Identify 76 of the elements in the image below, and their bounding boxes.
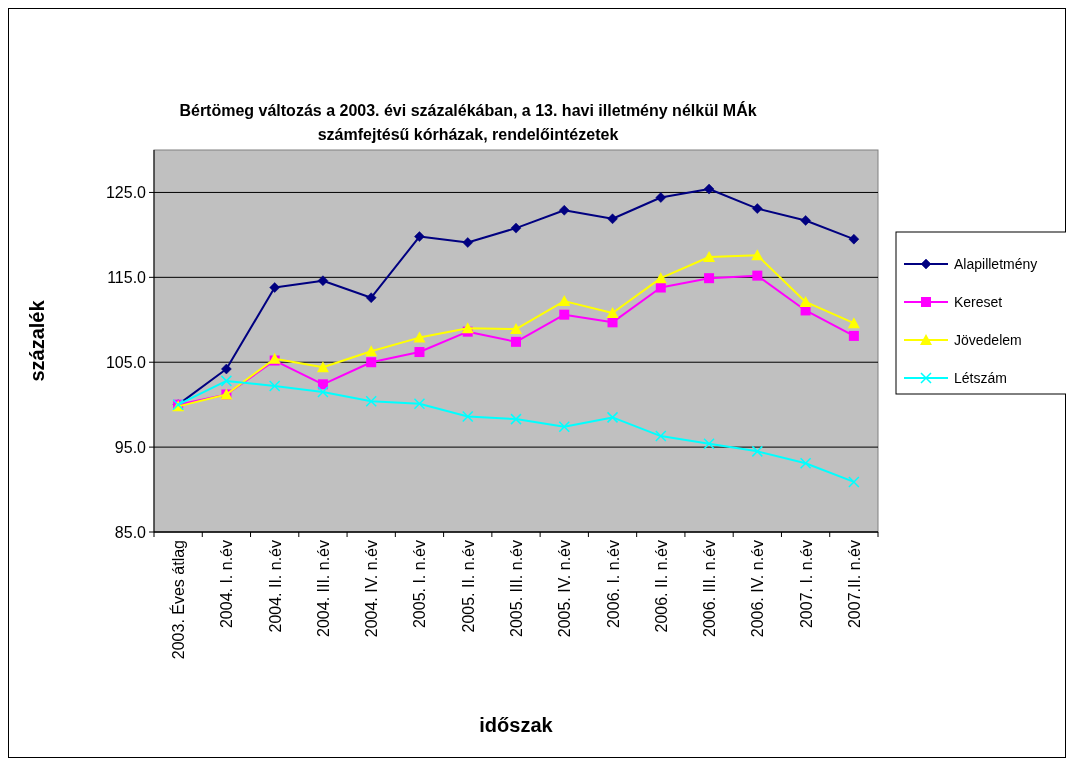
point xyxy=(221,363,232,375)
legend-label: Létszám xyxy=(954,369,1007,386)
point xyxy=(751,249,764,261)
point xyxy=(654,272,667,284)
point xyxy=(413,331,426,343)
x-axis-title: időszak xyxy=(479,714,554,736)
point xyxy=(559,309,570,320)
point xyxy=(462,237,473,248)
point xyxy=(607,213,618,225)
point xyxy=(655,192,667,203)
point xyxy=(655,282,666,293)
x-tick-label: 2007.II. n.év xyxy=(845,540,863,629)
legend-label: Kereset xyxy=(954,293,1003,310)
point xyxy=(317,386,329,398)
point xyxy=(848,233,860,245)
legend-label: Jövedelem xyxy=(954,331,1022,348)
x-tick-label: 2006. III. n.év xyxy=(701,540,719,637)
point xyxy=(848,330,859,341)
point xyxy=(365,292,377,303)
x-tick-label: 2004. II. n.év xyxy=(266,540,284,633)
point xyxy=(847,317,860,329)
y-axis-title: százalék xyxy=(26,299,48,382)
x-tick-label: 2005. III. n.év xyxy=(508,540,525,637)
x-tick-label: 2006. II. n.év xyxy=(652,540,670,633)
point xyxy=(510,413,522,425)
point xyxy=(606,411,619,424)
point xyxy=(704,273,715,284)
point xyxy=(268,380,281,392)
point xyxy=(365,345,378,357)
y-tick-label: 125.0 xyxy=(105,184,147,202)
x-tick-label: 2004. I. n.év xyxy=(218,540,236,629)
y-tick-label: 85.0 xyxy=(114,523,147,541)
x-tick-label: 2006. I. n.év xyxy=(604,540,622,629)
point xyxy=(703,437,715,450)
point xyxy=(510,222,522,234)
x-tick-label: 2005. I. n.év xyxy=(411,540,429,629)
point xyxy=(461,322,474,334)
point xyxy=(558,420,571,433)
point xyxy=(414,347,425,358)
point xyxy=(703,183,715,195)
y-tick-label: 115.0 xyxy=(107,268,147,286)
point xyxy=(848,476,860,488)
point xyxy=(365,395,377,408)
point xyxy=(703,250,716,262)
point xyxy=(752,203,763,214)
point xyxy=(510,323,522,335)
x-tick-label: 2003. Éves átlag xyxy=(169,540,188,660)
point xyxy=(220,375,233,387)
point xyxy=(751,445,764,458)
point xyxy=(559,205,570,216)
point xyxy=(799,295,812,307)
x-tick-label: 2005. IV. n.év xyxy=(556,540,574,638)
x-tick-label: 2004. III. n.év xyxy=(314,540,332,637)
point xyxy=(511,336,521,347)
y-tick-label: 105.0 xyxy=(105,353,147,371)
point xyxy=(366,357,377,368)
point xyxy=(269,282,280,293)
point xyxy=(317,275,329,286)
point xyxy=(799,457,812,469)
x-tick-label: 2005. II. n.év xyxy=(459,540,477,633)
point xyxy=(655,430,667,442)
chart-title: Bértömeg változás a 2003. évi százalékában, a 13. havi illetmény nélkül MÁk számfejtésű kórházak, rendelőintézetek xyxy=(179,101,757,143)
legend-label: Alapilletmény xyxy=(954,255,1038,272)
point xyxy=(316,361,329,373)
y-tick-label: 95.0 xyxy=(114,438,147,456)
point xyxy=(413,398,426,410)
point xyxy=(800,215,811,226)
x-tick-label: 2004. IV. n.év xyxy=(363,540,381,638)
point xyxy=(607,317,618,328)
point xyxy=(752,270,763,281)
point xyxy=(461,410,474,423)
x-tick-label: 2007. I. n.év xyxy=(797,540,815,629)
point xyxy=(414,231,425,242)
point xyxy=(558,295,571,307)
x-tick-label: 2006. IV. n.év xyxy=(749,540,767,638)
point xyxy=(606,306,619,318)
